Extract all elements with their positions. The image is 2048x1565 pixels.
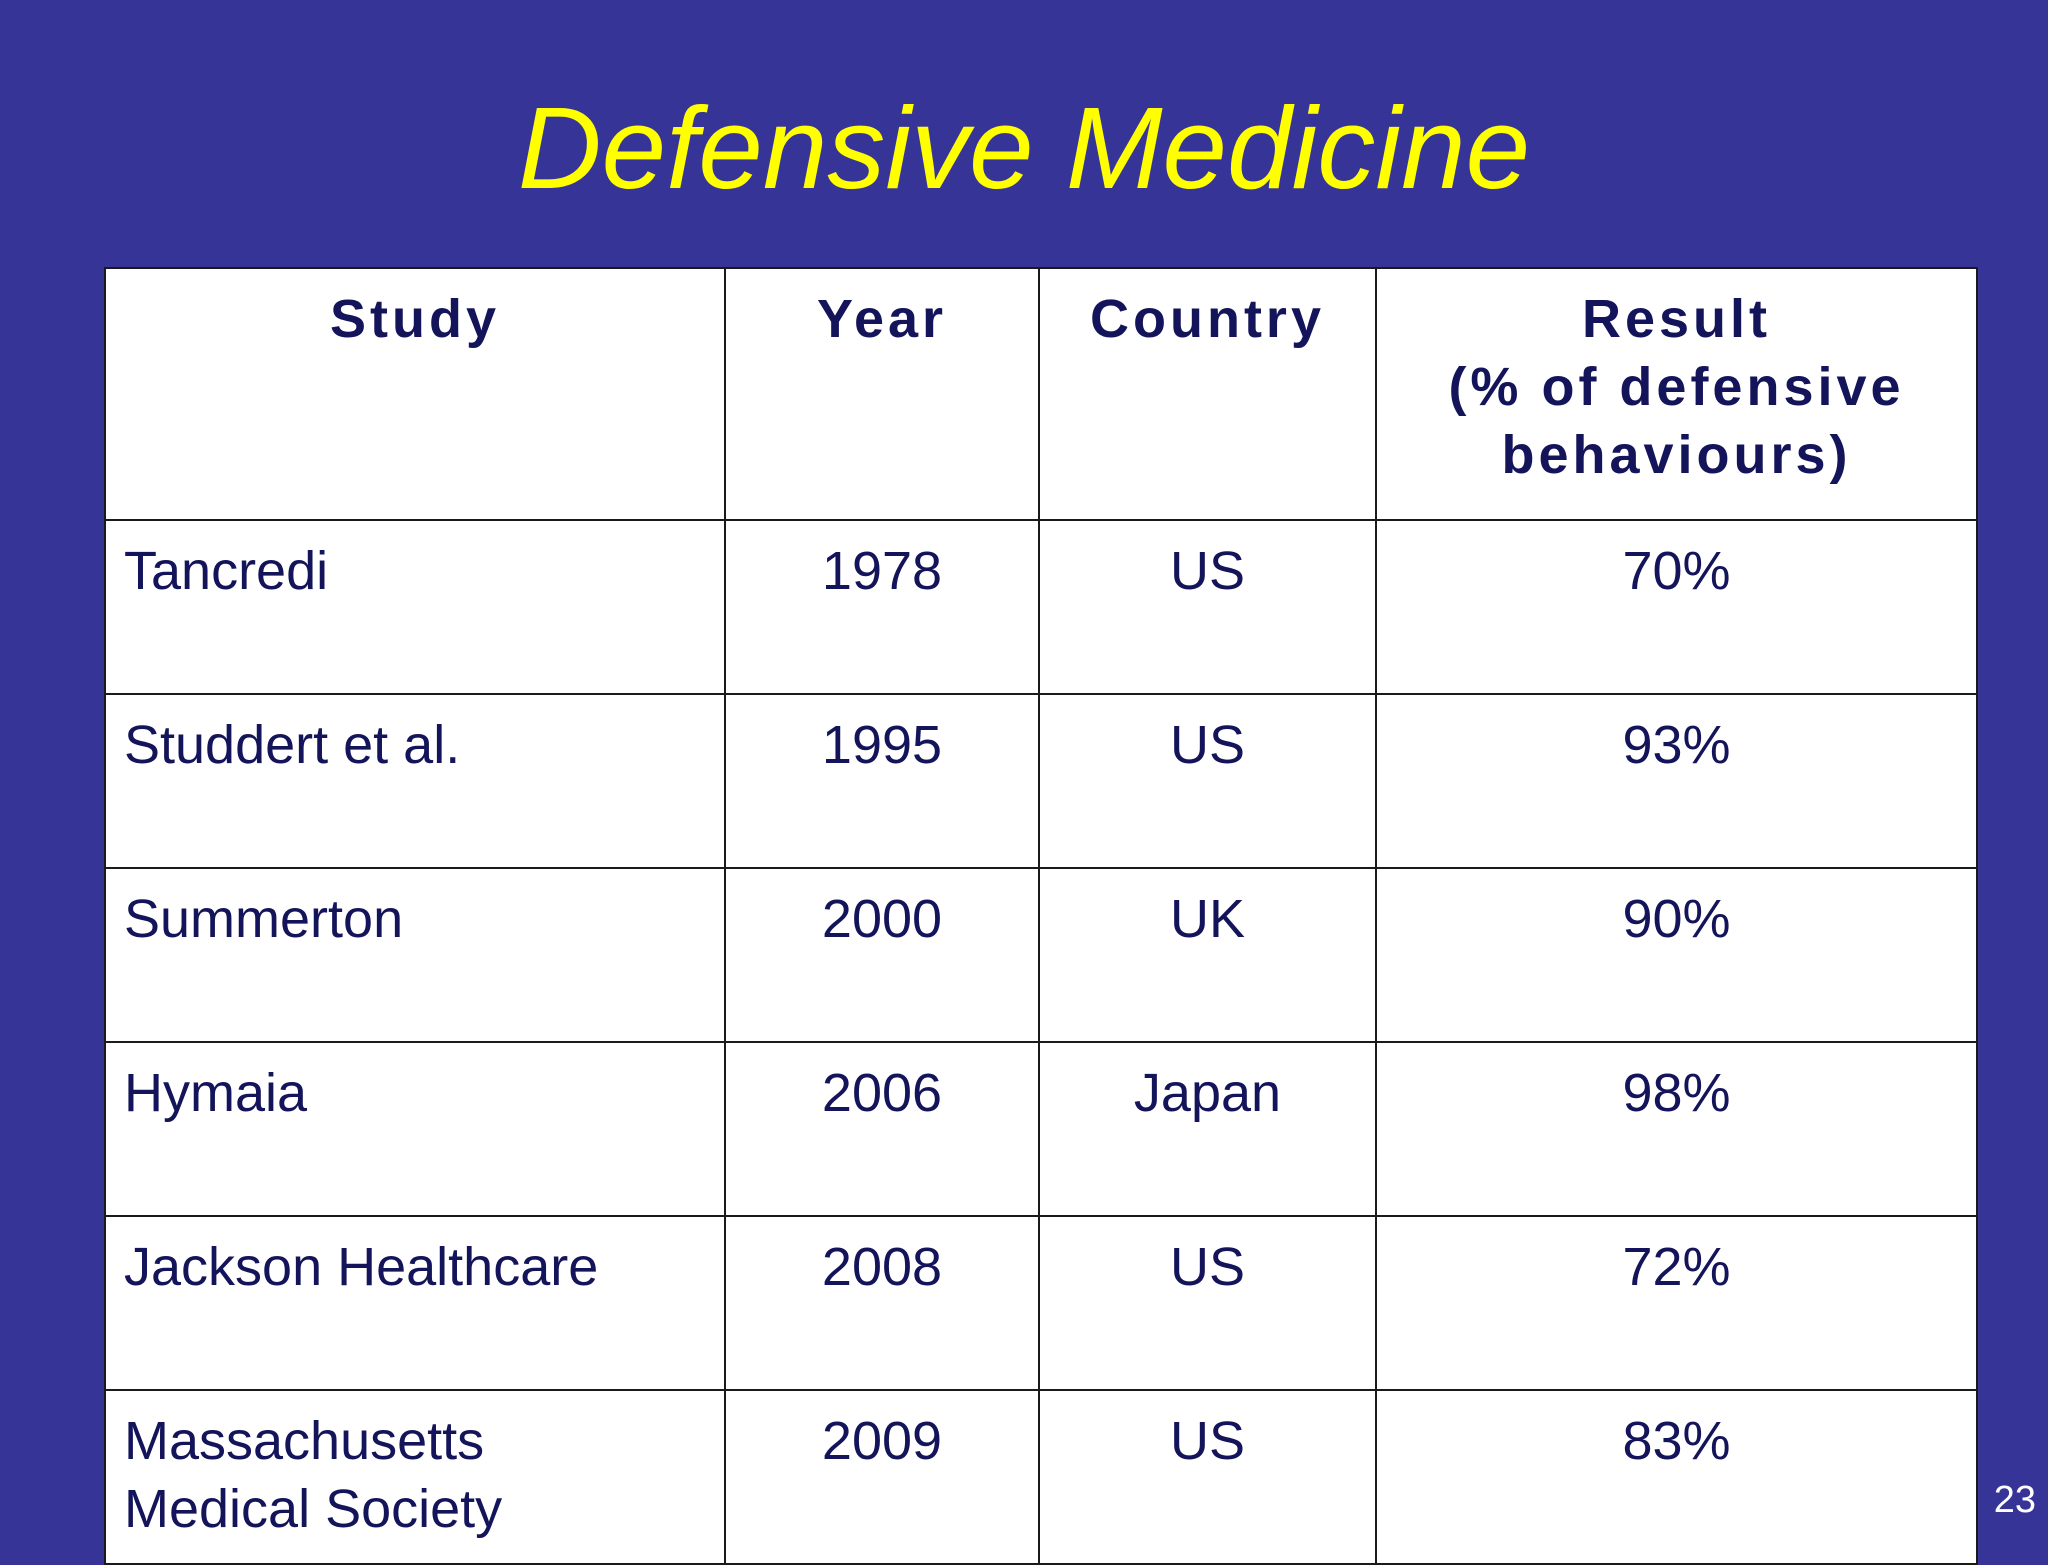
- table-row: Massachusetts Medical Society 2009 US 83…: [104, 1389, 1978, 1565]
- table-row: Tancredi 1978 US 70%: [104, 519, 1978, 695]
- cell-result: 98%: [1375, 1041, 1978, 1217]
- page-number: 23: [1993, 1479, 2036, 1521]
- cell-year: 1978: [724, 519, 1040, 695]
- header-result-line1: Result: [1581, 289, 1772, 349]
- header-country: Country: [1038, 267, 1377, 521]
- header-result-line2: (% of defensive: [1448, 357, 1905, 417]
- cell-year: 2000: [724, 867, 1040, 1043]
- cell-country: US: [1038, 693, 1377, 869]
- table-row: Studdert et al. 1995 US 93%: [104, 693, 1978, 869]
- cell-country: US: [1038, 1389, 1377, 1565]
- cell-year: 2006: [724, 1041, 1040, 1217]
- cell-year: 2009: [724, 1389, 1040, 1565]
- cell-study: Studdert et al.: [104, 693, 726, 869]
- header-result: Result (% of defensive behaviours): [1375, 267, 1978, 521]
- cell-result: 93%: [1375, 693, 1978, 869]
- slide-title: Defensive Medicine: [517, 83, 1531, 213]
- table-row: Summerton 2000 UK 90%: [104, 867, 1978, 1043]
- cell-study: Massachusetts Medical Society: [104, 1389, 726, 1565]
- cell-country: US: [1038, 519, 1377, 695]
- cell-study: Hymaia: [104, 1041, 726, 1217]
- cell-country: UK: [1038, 867, 1377, 1043]
- cell-result: 90%: [1375, 867, 1978, 1043]
- cell-study: Summerton: [104, 867, 726, 1043]
- cell-study: Jackson Healthcare: [104, 1215, 726, 1391]
- cell-result: 70%: [1375, 519, 1978, 695]
- cell-country: Japan: [1038, 1041, 1377, 1217]
- table-row: Jackson Healthcare 2008 US 72%: [104, 1215, 1978, 1391]
- cell-result: 72%: [1375, 1215, 1978, 1391]
- cell-year: 2008: [724, 1215, 1040, 1391]
- cell-study: Tancredi: [104, 519, 726, 695]
- table-header-row: Study Year Country Result (% of defensiv…: [104, 267, 1978, 521]
- cell-country: US: [1038, 1215, 1377, 1391]
- studies-table: Study Year Country Result (% of defensiv…: [104, 267, 1978, 1565]
- header-year: Year: [724, 267, 1040, 521]
- header-study: Study: [104, 267, 726, 521]
- cell-result: 83%: [1375, 1389, 1978, 1565]
- cell-year: 1995: [724, 693, 1040, 869]
- table-row: Hymaia 2006 Japan 98%: [104, 1041, 1978, 1217]
- header-result-line3: behaviours): [1501, 425, 1852, 485]
